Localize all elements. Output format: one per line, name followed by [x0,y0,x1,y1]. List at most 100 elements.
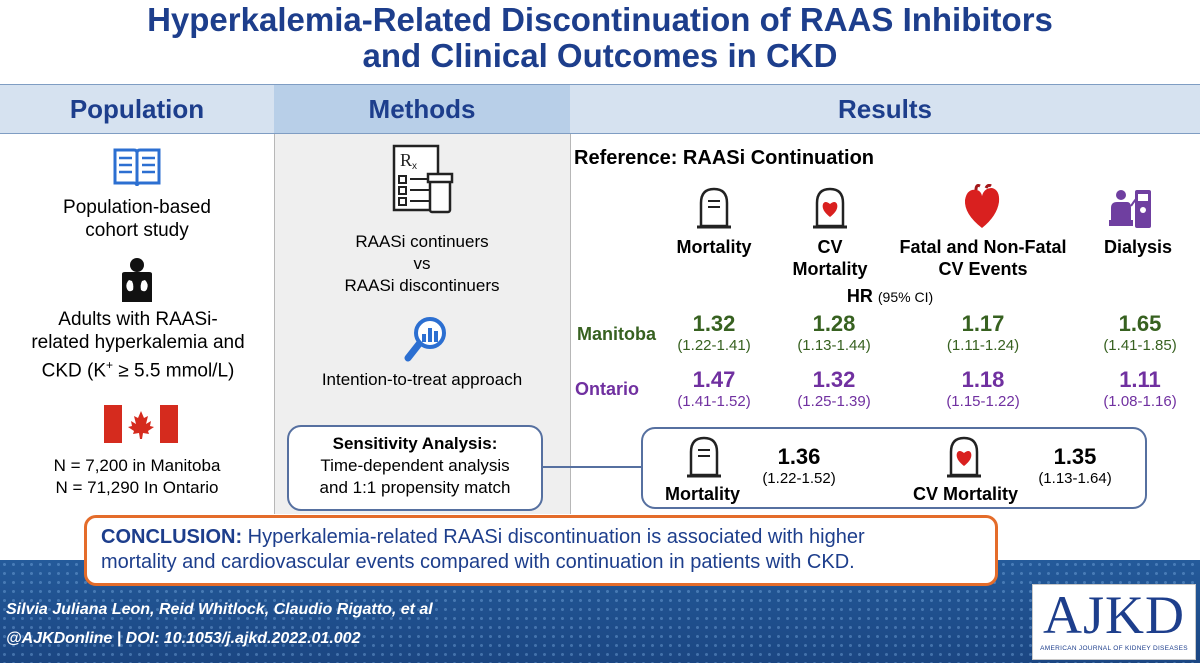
conclusion-line-2: mortality and cardiovascular events comp… [101,551,855,573]
svg-text:R: R [400,150,412,170]
open-book-icon [113,148,161,187]
column-divider [570,134,571,514]
adults-line-3-b: ≥ 5.5 mmol/L) [113,360,235,382]
hr-label: HR (95% CI) [720,286,1060,307]
canada-flag-icon [104,405,178,443]
conclusion-text-1: Hyperkalemia-related RAASi discontinuati… [242,526,865,548]
header-population: Population [69,94,205,124]
title-line-2: and Clinical Outcomes in CKD [362,37,838,74]
reference-label: Reference: RAASi Continuation [574,147,875,169]
hr-ci: (1.11-1.24) [946,337,1020,354]
hr-cell: 1.32 (1.25-1.39) [769,368,899,411]
methods-line-1: RAASi continuers [355,232,489,251]
sens-cv-mortality-label: CV Mortality [913,484,1019,504]
sensitivity-line-2: and 1:1 propensity match [319,478,511,497]
sensitivity-results-box: Mortality 1.36 (1.22-1.52) CV Mortality 1… [641,427,1147,509]
hr-cell: 1.47 (1.41-1.52) [649,368,779,411]
hr-cell: 1.65 (1.41-1.85) [1075,312,1200,355]
hr-ci: (1.15-1.22) [946,393,1020,410]
svg-text:x: x [412,161,417,172]
tombstone-heart-icon [947,436,981,478]
hr-ci: (1.22-1.52) [762,470,836,487]
logo-text: AJKD [1042,585,1185,645]
conclusion-box: CONCLUSION: Hyperkalemia-related RAASi d… [84,515,998,586]
authors: Silvia Juliana Leon, Reid Whitlock, Clau… [6,601,433,618]
hr-value: 1.36 [777,444,821,469]
hr-value: 1.32 [812,367,856,392]
hr-value: 1.11 [1119,367,1161,392]
dialysis-machine-icon [1109,190,1151,228]
study-line-1: Population-based [63,197,211,218]
hr-cell: 1.11 (1.08-1.16) [1075,368,1200,411]
cv-mortality-line-1: CV [817,237,843,257]
logo-subtext: AMERICAN JOURNAL OF KIDNEY DISEASES [1040,645,1188,652]
header-results: Results [838,94,932,124]
hr-text: HR [846,286,873,306]
sensitivity-title: Sensitivity Analysis: [332,434,498,453]
column-divider [274,134,275,514]
hr-ci: (1.22-1.41) [677,337,751,354]
fatal-line-1: Fatal and Non-Fatal [899,237,1067,257]
adults-line-2: related hyperkalemia and [31,332,245,353]
sens-cv-mortality-value: 1.35 (1.13-1.64) [1015,445,1135,488]
hr-ci: (1.41-1.85) [1103,337,1177,354]
hr-cell: 1.28 (1.13-1.44) [769,312,899,355]
sensitivity-line-1: Time-dependent analysis [320,456,510,475]
adults-criteria-text: Adults with RAASi- related hyperkalemia … [8,308,268,382]
header-methods: Methods [274,85,570,133]
hr-value: 1.28 [812,311,856,336]
citation: @AJKDonline | DOI: 10.1053/j.ajkd.2022.0… [6,630,360,648]
adults-line-3-a: CKD (K [41,360,107,382]
sensitivity-text: Sensitivity Analysis: Time-dependent ana… [289,433,541,499]
sensitivity-connector [543,466,641,468]
methods-line-3: RAASi discontinuers [344,276,500,295]
itt-text: Intention-to-treat approach [321,370,523,389]
adults-line-1: Adults with RAASi- [58,309,218,330]
ajkd-logo: AJKD AMERICAN JOURNAL OF KIDNEY DISEASES [1032,584,1196,660]
hr-value: 1.32 [692,311,736,336]
doi-link[interactable]: DOI: 10.1053/j.ajkd.2022.01.002 [125,630,361,647]
sens-mortality-value: 1.36 (1.22-1.52) [739,445,859,488]
hr-ci: (1.41-1.52) [677,393,751,410]
col-header-dialysis: Dialysis [1103,237,1173,257]
comparison-text: RAASi continuers vs RAASi discontinuers [284,231,560,297]
hr-value: 1.47 [692,367,736,392]
heart-icon [964,184,1000,228]
n-ontario: N = 71,290 In Ontario [55,478,219,497]
tombstone-heart-icon [813,187,847,229]
patient-kidney-icon [122,258,152,302]
hr-value: 1.18 [961,367,1005,392]
sample-size-text: N = 7,200 in Manitoba N = 71,290 In Onta… [10,455,264,499]
cv-mortality-line-2: Mortality [792,259,868,279]
tombstone-icon [697,187,731,229]
row-label-manitoba: Manitoba [577,324,656,344]
sens-mortality-label: Mortality [665,484,741,504]
potassium-superscript: + [106,358,114,372]
hr-cell: 1.18 (1.15-1.22) [918,368,1048,411]
section-header-band: Population Methods Results [0,84,1200,134]
prescription-checklist-icon: R x [392,144,454,214]
hr-ci: (1.13-1.44) [797,337,871,354]
magnifier-chart-icon [404,317,446,362]
fatal-line-2: CV Events [938,259,1028,279]
hr-cell: 1.17 (1.11-1.24) [918,312,1048,355]
hr-ci-text: (95% CI) [877,289,934,305]
twitter-handle[interactable]: @AJKDonline | [6,630,126,647]
hr-value: 1.35 [1053,444,1097,469]
hr-value: 1.65 [1118,311,1162,336]
hr-ci: (1.08-1.16) [1103,393,1177,410]
sensitivity-analysis-box: Sensitivity Analysis: Time-dependent ana… [287,425,543,511]
conclusion-line-1: CONCLUSION: Hyperkalemia-related RAASi d… [101,525,981,550]
study-design-text: Population-based cohort study [20,196,254,242]
tombstone-icon [687,436,721,478]
adults-line-3: CKD (K+ ≥ 5.5 mmol/L) [8,354,268,382]
col-header-mortality: Mortality [676,237,752,257]
col-header-cv-mortality: CV Mortality [778,236,882,280]
study-line-2: cohort study [85,220,189,241]
hr-cell: 1.32 (1.22-1.41) [649,312,779,355]
row-label-ontario: Ontario [575,379,640,399]
page-title: Hyperkalemia-Related Discontinuation of … [0,2,1200,74]
hr-ci: (1.13-1.64) [1038,470,1112,487]
hr-value: 1.17 [961,311,1005,336]
col-header-fatal-cv-events: Fatal and Non-Fatal CV Events [888,236,1078,280]
